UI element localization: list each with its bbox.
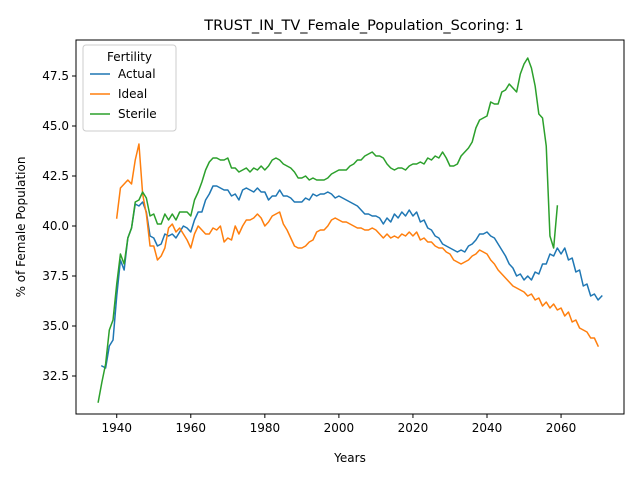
series-layer	[97, 57, 603, 403]
legend-items: Actual Ideal Sterile	[90, 67, 157, 121]
x-tick-label: 2040	[472, 421, 503, 435]
y-tick-label: 35.0	[42, 319, 69, 333]
x-axis: 1940 1960 1980 2000 2020 2040 2060	[101, 414, 576, 435]
legend-title: Fertility	[107, 50, 152, 64]
plot-frame	[75, 39, 625, 415]
legend-label-ideal: Ideal	[118, 87, 147, 101]
legend-label-actual: Actual	[118, 67, 156, 81]
y-tick-label: 37.5	[42, 269, 69, 283]
y-tick-label: 47.5	[42, 69, 69, 83]
x-tick-label: 1980	[250, 421, 281, 435]
chart-title: TRUST_IN_TV_Female_Population_Scoring: 1	[203, 18, 524, 34]
x-tick-label: 1940	[101, 421, 132, 435]
x-tick-label: 2060	[546, 421, 577, 435]
y-axis: 32.5 35.0 37.5 40.0 42.5 45.0 47.5	[42, 69, 76, 383]
series-line-ideal	[115, 143, 600, 347]
plot-area	[75, 39, 625, 415]
legend-label-sterile: Sterile	[118, 107, 157, 121]
y-tick-label: 45.0	[42, 119, 69, 133]
legend-box	[82, 44, 177, 132]
y-axis-label: % of Female Population	[14, 157, 28, 298]
x-tick-label: 2000	[324, 421, 355, 435]
x-tick-label: 1960	[176, 421, 207, 435]
series-line-sterile	[97, 57, 559, 403]
x-axis-label: Years	[333, 451, 366, 465]
x-tick-label: 2020	[398, 421, 429, 435]
y-tick-label: 42.5	[42, 169, 69, 183]
y-tick-label: 32.5	[42, 369, 69, 383]
series-line-actual	[100, 185, 603, 369]
legend: Fertility Actual Ideal Sterile	[82, 44, 177, 132]
y-tick-label: 40.0	[42, 219, 69, 233]
